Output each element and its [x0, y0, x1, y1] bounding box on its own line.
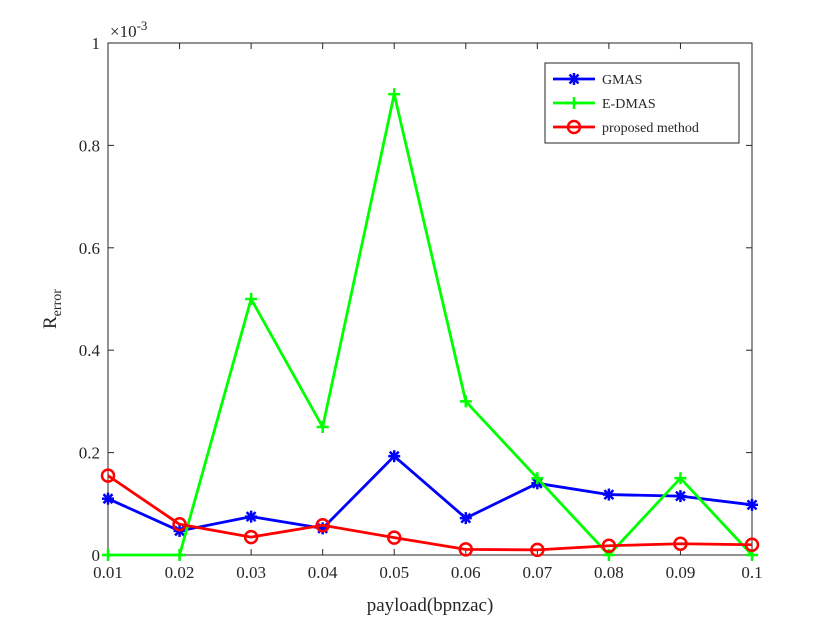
plus-marker — [568, 97, 580, 109]
x-tick-label: 0.03 — [236, 563, 266, 582]
x-tick-label: 0.05 — [379, 563, 409, 582]
legend-item: GMAS — [553, 73, 642, 88]
asterisk-marker — [388, 450, 401, 463]
plus-marker — [388, 88, 401, 101]
plus-marker — [316, 421, 329, 433]
x-tick-label: 0.08 — [594, 563, 624, 582]
x-tick-label: 0.04 — [308, 563, 338, 582]
asterisk-marker — [568, 73, 580, 85]
axis-ticks: 0.01 0.02 0.03 0.04 0.05 0.06 0.07 0.08 0.09 0.1 0… — [79, 34, 763, 582]
x-axis-label: payload(bpnzac) — [367, 595, 494, 616]
legend-label: GMAS — [602, 73, 642, 88]
x-tick-label: 0.09 — [666, 563, 696, 582]
plus-marker — [531, 472, 544, 485]
circle-marker — [172, 517, 187, 532]
asterisk-marker — [459, 512, 472, 525]
y-tick-label: 0.6 — [79, 239, 100, 258]
circle-marker — [566, 119, 582, 135]
legend-label: E-DMAS — [602, 97, 656, 112]
y-tick-label: 0.4 — [79, 341, 101, 360]
asterisk-marker — [245, 510, 258, 523]
circle-marker — [243, 529, 259, 545]
series-line — [107, 474, 753, 552]
y-tick-label: 1 — [92, 34, 101, 53]
circle-marker — [458, 542, 474, 557]
y-tick-label: 0.8 — [79, 136, 100, 155]
x-tick-label: 0.1 — [741, 563, 762, 582]
plus-marker — [102, 549, 114, 561]
y-exponent-label: ×10-3 — [110, 18, 147, 41]
asterisk-marker — [602, 488, 615, 501]
asterisk-marker — [746, 498, 758, 511]
series-proposed-method — [100, 468, 760, 558]
plus-marker — [245, 293, 258, 305]
plus-marker — [674, 472, 687, 485]
x-tick-label: 0.01 — [93, 563, 123, 582]
legend-label: proposed method — [602, 121, 699, 136]
circle-marker — [673, 536, 688, 551]
series-line — [107, 454, 753, 533]
x-tick-label: 0.07 — [522, 563, 552, 582]
circle-marker — [315, 518, 330, 533]
y-tick-label: 0 — [92, 546, 101, 565]
circle-marker — [601, 538, 617, 554]
circle-marker — [530, 542, 545, 558]
y-axis-label: Rerror — [40, 289, 65, 329]
asterisk-marker — [102, 492, 114, 505]
asterisk-marker — [674, 490, 687, 503]
plus-marker — [173, 549, 186, 561]
circle-marker — [386, 530, 402, 545]
legend-item: proposed method — [553, 119, 699, 136]
series-line — [108, 92, 754, 557]
legend-item: E-DMAS — [553, 97, 656, 112]
x-tick-label: 0.06 — [451, 563, 481, 582]
x-tick-label: 0.02 — [165, 563, 195, 582]
data-series — [100, 88, 760, 561]
circle-marker — [100, 468, 116, 483]
y-tick-label: 0.2 — [79, 444, 100, 463]
legend: GMAS E-DMAS proposed method — [544, 62, 740, 144]
plus-marker — [459, 395, 472, 408]
circle-marker — [744, 537, 760, 553]
series-e-dmas — [102, 88, 758, 561]
